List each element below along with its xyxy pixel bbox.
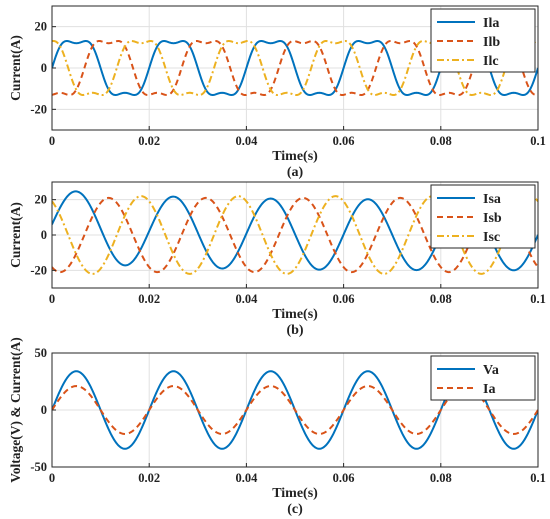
panel-caption: (c): [287, 502, 303, 517]
y-tick-label: 20: [35, 20, 48, 34]
x-tick-label: 0.1: [530, 471, 546, 485]
legend-label-ilb: Ilb: [483, 35, 500, 50]
x-tick-label: 0.06: [333, 134, 355, 148]
legend-label-isc: Isc: [483, 230, 500, 245]
x-tick-label: 0.1: [530, 292, 546, 306]
x-tick-label: 0.02: [138, 292, 160, 306]
legend-label-va: Va: [483, 363, 499, 378]
y-axis-label: Current(A): [8, 202, 23, 268]
series-line-isb: [52, 196, 538, 274]
y-tick-label: 20: [35, 193, 48, 207]
panel-caption: (a): [287, 165, 304, 180]
x-tick-label: 0.08: [430, 134, 452, 148]
chart-panel-3: 0 0.02 0.04 0.06 0.08 0.1-50050Time(s)Voltage…: [8, 337, 546, 517]
x-tick-label: 0.08: [430, 471, 452, 485]
x-tick-label: 0.1: [530, 134, 546, 148]
y-tick-label: 0: [41, 403, 47, 417]
legend: Va Ia: [430, 355, 536, 401]
y-axis-label: Voltage(V) & Current(A): [8, 337, 23, 482]
chart-panel-2: 0 0.02 0.04 0.06 0.08 0.1 -20 0 20 Time(s) Current…: [8, 181, 546, 338]
y-axis-label: Current(A): [8, 35, 23, 101]
x-tick-label: 0.04: [235, 134, 258, 148]
x-tick-label: 0.02: [138, 134, 160, 148]
x-tick-label: 0.06: [333, 292, 355, 306]
x-tick-label: 0.08: [430, 292, 452, 306]
legend-box: [430, 355, 536, 401]
x-tick-label: 0: [49, 292, 55, 306]
legend: Isa Isb Isc: [430, 184, 536, 249]
x-tick-label: 0.04: [235, 471, 258, 485]
panel-caption: (b): [286, 323, 303, 338]
x-axis-label: Time(s): [272, 486, 318, 501]
y-tick-label: 0: [41, 61, 47, 75]
y-tick-label: -20: [30, 102, 47, 116]
x-axis-label: Time(s): [272, 307, 318, 322]
y-tick-label: -50: [30, 460, 47, 474]
chart-panel-1: 0 0.02 0.04 0.06 0.08 0.1 -20 0 20 Time(s) Current…: [8, 5, 546, 180]
y-tick-label: -20: [30, 263, 47, 277]
x-tick-label: 0.06: [333, 471, 355, 485]
x-tick-label: 0.02: [138, 471, 160, 485]
legend-label-ia: Ia: [483, 382, 495, 397]
x-axis-label: Time(s): [272, 149, 318, 164]
legend-label-isb: Isb: [483, 211, 502, 226]
legend-label-ila: Ila: [483, 16, 499, 31]
x-tick-label: 0.04: [235, 292, 258, 306]
series-line-ilb: [52, 39, 538, 97]
legend: Ila Ilb Ilc: [430, 8, 536, 73]
y-tick-label: 0: [41, 228, 47, 242]
legend-label-isa: Isa: [483, 192, 501, 207]
x-tick-label: 0: [49, 471, 55, 485]
x-tick-label: 0: [49, 134, 55, 148]
legend-label-ilc: Ilc: [483, 54, 499, 69]
y-tick-label: 50: [35, 346, 48, 360]
